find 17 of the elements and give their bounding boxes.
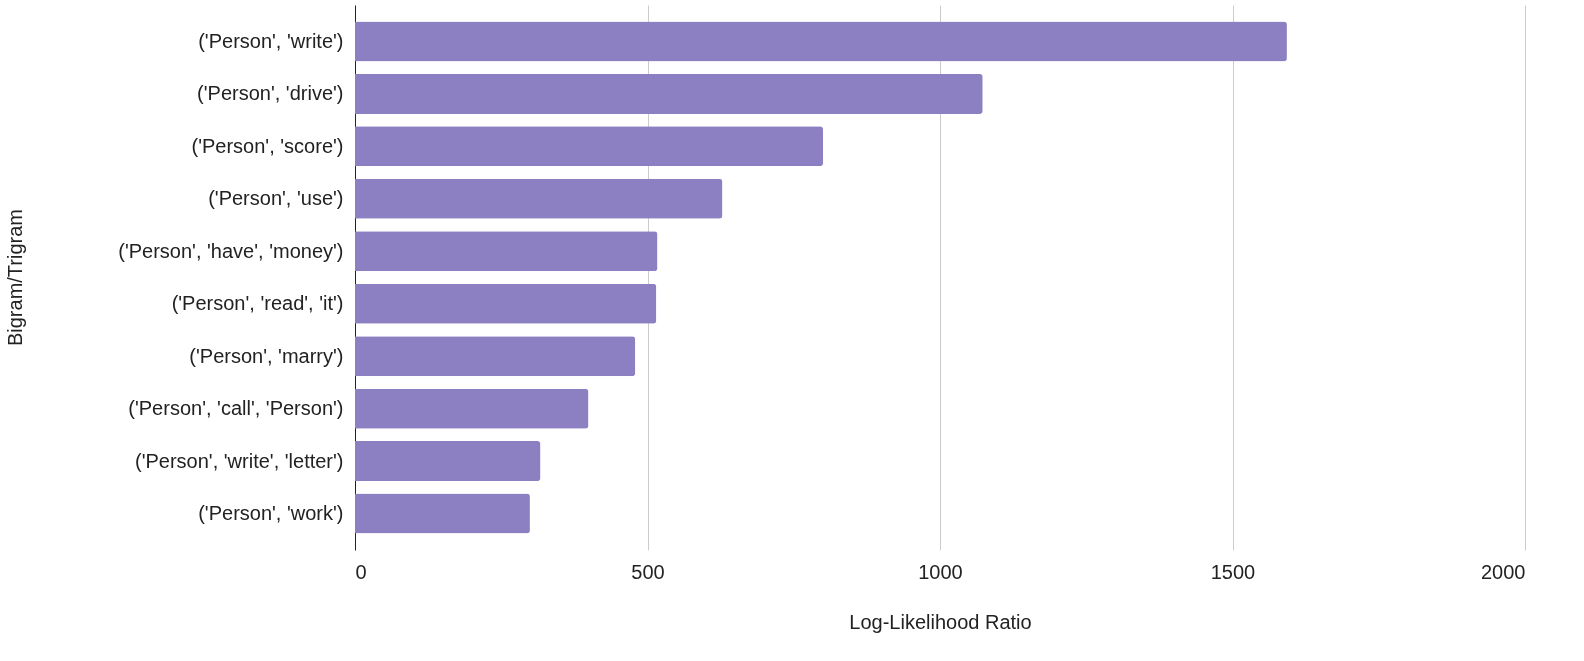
x-axis-title: Log-Likelihood Ratio [849, 610, 1032, 633]
y-tick-label: ('Person', 'have', 'money') [118, 239, 344, 262]
y-tick-label: ('Person', 'write', 'letter') [134, 449, 344, 472]
x-tick-label: 1500 [1210, 560, 1256, 583]
x-tick-label: 2000 [1481, 560, 1526, 583]
x-tick-label: 0 [355, 560, 367, 583]
y-axis-title: Bigram/Trigram [3, 208, 26, 347]
y-tick-label: ('Person', 'drive') [197, 82, 344, 105]
y-tick-label: ('Person', 'call', 'Person') [128, 397, 344, 420]
y-tick-label: ('Person', 'work') [198, 502, 344, 525]
x-tick-label: 500 [631, 560, 665, 583]
y-tick-label: ('Person', 'read', 'it') [171, 292, 344, 315]
x-tick-label: 1000 [918, 560, 963, 583]
y-tick-label: ('Person', 'write') [198, 29, 344, 52]
y-tick-label: ('Person', 'use') [208, 187, 344, 210]
y-tick-label: ('Person', 'marry') [189, 344, 344, 367]
y-tick-label: ('Person', 'score') [191, 134, 344, 157]
